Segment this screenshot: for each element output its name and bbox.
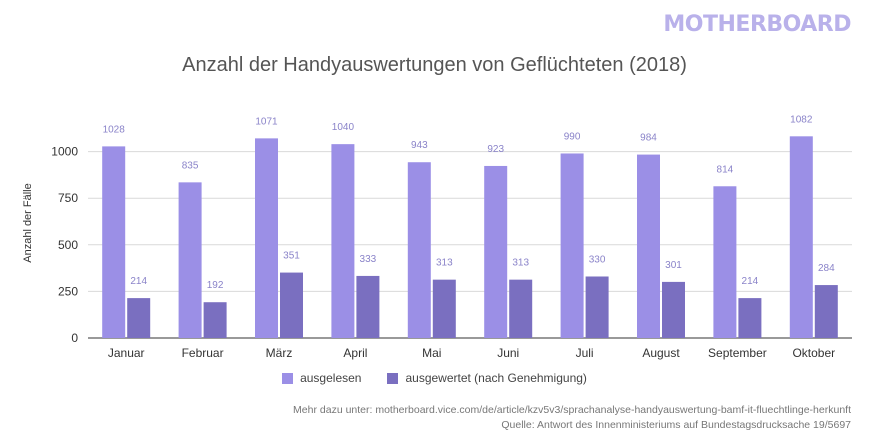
data-label: 192 xyxy=(207,280,224,291)
legend-item-ausgewertet: ausgewertet (nach Genehmigung) xyxy=(387,371,587,385)
x-tick-label: März xyxy=(266,346,293,360)
y-tick-label: 750 xyxy=(58,191,78,205)
bar-ausgelesen xyxy=(255,138,278,338)
bar-ausgelesen xyxy=(560,153,584,338)
bar-ausgelesen xyxy=(178,182,202,338)
bar-ausgewertet xyxy=(280,272,303,338)
data-label: 1040 xyxy=(332,122,355,133)
data-label: 351 xyxy=(283,251,300,262)
bar-ausgelesen xyxy=(102,146,126,338)
data-label: 313 xyxy=(436,258,453,269)
legend-label-ausgelesen: ausgelesen xyxy=(300,371,362,385)
legend-label-ausgewertet: ausgewertet (nach Genehmigung) xyxy=(405,371,587,385)
y-tick-label: 250 xyxy=(58,284,78,298)
data-label: 333 xyxy=(360,254,377,265)
data-label: 284 xyxy=(818,263,835,274)
legend-swatch-ausgewertet xyxy=(387,372,399,384)
bar-ausgewertet xyxy=(127,298,151,338)
y-axis-label: Anzahl der Fälle xyxy=(22,183,34,263)
bar-ausgelesen xyxy=(484,165,508,338)
data-label: 943 xyxy=(411,140,428,151)
bar-ausgewertet xyxy=(738,298,762,338)
data-label: 214 xyxy=(742,276,759,287)
y-tick-label: 0 xyxy=(71,331,78,345)
data-label: 1082 xyxy=(790,114,813,125)
x-tick-label: Juni xyxy=(497,346,519,360)
data-label: 923 xyxy=(487,144,504,155)
y-tick-label: 1000 xyxy=(51,145,78,159)
x-tick-label: April xyxy=(343,346,367,360)
footer-source-link: Mehr dazu unter: motherboard.vice.com/de… xyxy=(293,404,851,416)
bar-ausgelesen xyxy=(637,154,660,338)
bar-ausgewertet xyxy=(509,279,533,338)
legend-item-ausgelesen: ausgelesen xyxy=(282,371,361,385)
data-label: 1071 xyxy=(255,116,278,127)
x-tick-label: August xyxy=(642,346,680,360)
x-tick-label: September xyxy=(708,346,767,360)
chart-footer: Mehr dazu unter: motherboard.vice.com/de… xyxy=(293,403,851,433)
x-tick-label: Mai xyxy=(422,346,441,360)
x-tick-label: Oktober xyxy=(792,346,835,360)
bar-ausgewertet xyxy=(356,275,380,338)
data-label: 990 xyxy=(564,131,581,142)
motherboard-logo: MOTHERBOARD xyxy=(663,12,851,37)
chart-legend: ausgelesen ausgewertet (nach Genehmigung… xyxy=(0,371,869,385)
bar-ausgelesen xyxy=(407,162,431,338)
x-tick-label: Februar xyxy=(182,346,224,360)
x-tick-label: Juli xyxy=(576,346,594,360)
bar-ausgelesen xyxy=(713,186,737,338)
bar-ausgewertet xyxy=(662,281,685,338)
chart-title: Anzahl der Handyauswertungen von Geflüch… xyxy=(182,54,687,76)
x-tick-label: Januar xyxy=(108,346,145,360)
bar-ausgewertet xyxy=(432,279,456,338)
data-label: 835 xyxy=(182,160,199,171)
bar-ausgewertet xyxy=(203,302,227,338)
bar-ausgelesen xyxy=(331,144,355,338)
y-tick-label: 500 xyxy=(58,238,78,252)
data-label: 313 xyxy=(512,258,529,269)
data-label: 214 xyxy=(130,276,147,287)
data-label: 814 xyxy=(717,164,734,175)
bar-ausgewertet xyxy=(585,276,609,338)
data-label: 984 xyxy=(640,133,657,144)
footer-source-note: Quelle: Antwort des Innenministeriums au… xyxy=(501,419,851,431)
bar-ausgelesen xyxy=(789,136,813,338)
legend-swatch-ausgelesen xyxy=(282,372,294,384)
data-label: 330 xyxy=(589,254,606,265)
data-label: 1028 xyxy=(103,124,126,135)
data-label: 301 xyxy=(665,260,682,271)
bar-ausgewertet xyxy=(814,285,838,338)
